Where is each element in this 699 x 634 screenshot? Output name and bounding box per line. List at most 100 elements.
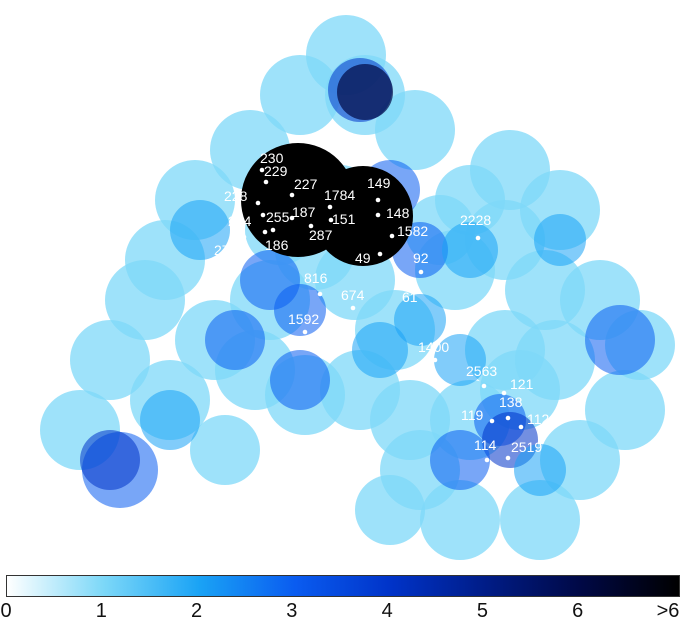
source-label: 287 (309, 227, 333, 243)
coverage-core (313, 166, 413, 266)
source-marker (289, 215, 295, 221)
source-marker (501, 390, 507, 396)
source-marker (317, 291, 323, 297)
high-coverage-core (241, 64, 413, 266)
source-marker (389, 233, 395, 239)
source-marker (518, 424, 524, 430)
coverage-tile (190, 415, 260, 485)
source-marker (350, 305, 356, 311)
source-label: 138 (499, 394, 523, 410)
source-marker (327, 204, 333, 210)
source-marker (259, 167, 265, 173)
colorbar-gradient (6, 575, 680, 597)
source-label: 230 (260, 150, 284, 166)
source-marker (270, 227, 276, 233)
source-label: 616 (489, 465, 513, 481)
coverage-tile (442, 222, 498, 278)
source-label: 187 (292, 204, 316, 220)
colorbar-tick-label: 1 (95, 600, 107, 622)
source-marker (418, 269, 424, 275)
source-marker (255, 200, 261, 206)
colorbar-tick-label: 2 (191, 600, 203, 622)
coverage-tile (500, 480, 580, 560)
source-label: 674 (341, 287, 365, 303)
coverage-tile (140, 390, 200, 450)
source-label: 244 (228, 213, 252, 229)
colorbar-tick-label: 4 (381, 600, 393, 622)
source-marker (263, 179, 269, 185)
source-label: 2519 (511, 439, 542, 455)
coverage-tile (170, 200, 230, 260)
source-marker (262, 229, 268, 235)
source-label: 227 (294, 176, 318, 192)
colorbar-tick-label: 6 (572, 600, 584, 622)
coverage-tile (270, 350, 330, 410)
source-label: 229 (264, 163, 288, 179)
source-marker (475, 235, 481, 241)
coverage-tile (80, 430, 140, 490)
coverage-tile (585, 305, 655, 375)
source-label: 148 (386, 205, 410, 221)
source-label: 121 (510, 376, 534, 392)
coverage-tile (205, 310, 265, 370)
source-marker (505, 455, 511, 461)
colorbar-tick-label: 3 (286, 600, 298, 622)
coverage-tile (394, 294, 446, 346)
source-label: 1592 (288, 311, 319, 327)
source-marker (328, 217, 334, 223)
source-label: 2716 (214, 242, 245, 258)
source-label: 186 (265, 237, 289, 253)
source-marker (432, 357, 438, 363)
source-label: 816 (304, 270, 328, 286)
colorbar (6, 575, 680, 597)
source-marker (308, 223, 314, 229)
coverage-tile (515, 320, 595, 400)
source-label: 114 (474, 437, 497, 453)
coverage-tile (352, 322, 408, 378)
source-marker (505, 415, 511, 421)
source-marker (502, 486, 508, 492)
source-marker (302, 329, 308, 335)
colorbar-tick-label: 0 (0, 600, 12, 622)
source-label: 255 (266, 209, 290, 225)
source-marker (375, 197, 381, 203)
coverage-tile (375, 90, 455, 170)
coverage-tile (534, 214, 586, 266)
source-marker (377, 251, 383, 257)
coverage-tile (70, 320, 150, 400)
coverage-tile (260, 55, 340, 135)
source-marker (260, 212, 266, 218)
coverage-tile (430, 430, 490, 490)
coverage-tile (514, 444, 566, 496)
source-label: 112 (527, 411, 550, 427)
source-label: 1400 (418, 339, 449, 355)
source-label: 49 (355, 250, 371, 266)
source-marker (484, 457, 490, 463)
source-marker (489, 418, 495, 424)
source-marker (241, 234, 247, 240)
colorbar-tick-label: 5 (476, 600, 488, 622)
source-marker (406, 281, 412, 287)
source-marker (289, 192, 295, 198)
colorbar-tick-label: >6 (656, 600, 680, 622)
coverage-tile (274, 284, 326, 336)
coverage-tiles (40, 15, 675, 560)
coverage-tile (355, 475, 425, 545)
coverage-core (337, 64, 393, 120)
coverage-tile (105, 260, 185, 340)
coverage-tile (434, 334, 486, 386)
source-marker (375, 212, 381, 218)
source-label: 2228 (460, 212, 491, 228)
source-marker (481, 383, 487, 389)
source-label: 1784 (324, 187, 355, 203)
source-label: 61 (402, 289, 418, 305)
source-label: 1582 (397, 223, 428, 239)
source-label: 149 (367, 175, 391, 191)
source-label: 228 (224, 188, 248, 204)
source-label: 119 (461, 407, 484, 423)
source-label: 151 (332, 211, 356, 227)
source-label: 92 (413, 250, 429, 266)
source-label: 2563 (466, 363, 497, 379)
